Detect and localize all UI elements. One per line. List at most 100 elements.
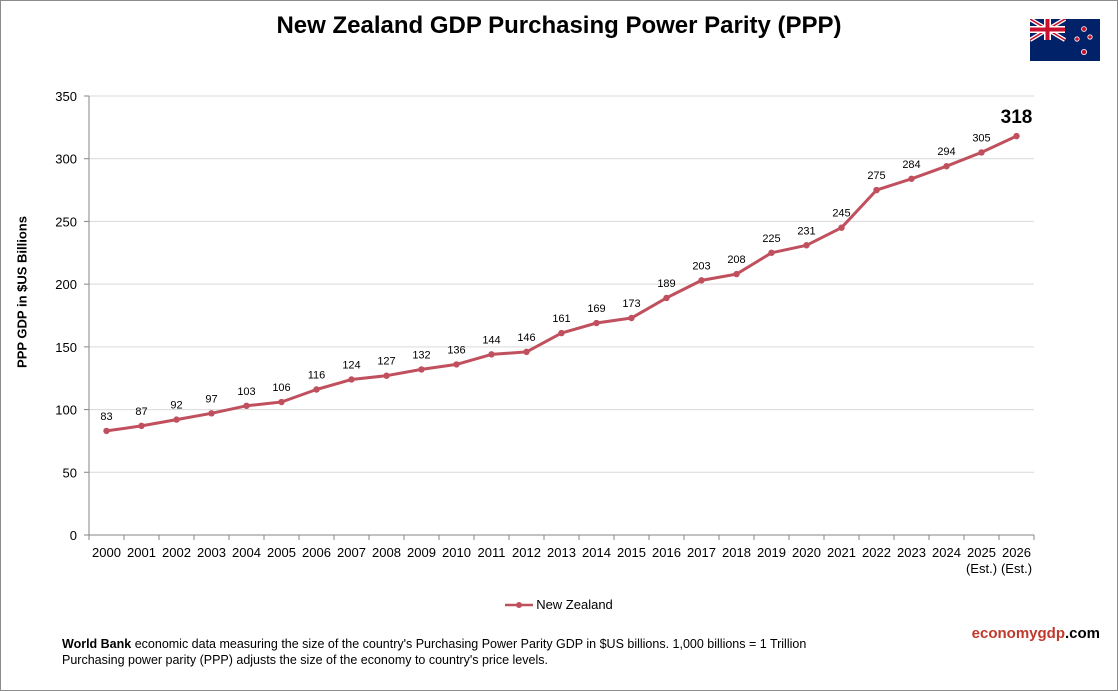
y-tick-label: 200 bbox=[55, 277, 77, 292]
data-label: 83 bbox=[100, 411, 112, 423]
data-label: 116 bbox=[308, 370, 326, 382]
footnote: World Bank economic data measuring the s… bbox=[62, 636, 806, 668]
y-tick-label: 100 bbox=[55, 403, 77, 418]
x-tick-label: 2011 bbox=[478, 545, 506, 560]
x-tick-label: 2007 bbox=[337, 545, 366, 560]
x-tick-label: 2020 bbox=[792, 545, 821, 560]
data-point bbox=[243, 402, 250, 410]
legend-swatch bbox=[505, 601, 534, 608]
data-label: 144 bbox=[482, 334, 500, 346]
x-tick-label: 2017 bbox=[687, 545, 716, 560]
legend-label: New Zealand bbox=[536, 597, 613, 612]
new-zealand-flag-icon bbox=[1030, 19, 1100, 61]
data-label: 97 bbox=[205, 393, 217, 405]
data-label: 275 bbox=[867, 170, 885, 182]
x-tick-label: 2025 bbox=[967, 545, 996, 560]
data-point bbox=[453, 361, 460, 368]
data-label: 203 bbox=[692, 260, 710, 272]
data-label: 136 bbox=[447, 344, 465, 356]
data-point bbox=[803, 242, 810, 249]
x-tick-label: 2003 bbox=[197, 545, 226, 560]
data-label: 305 bbox=[972, 132, 990, 144]
x-tick-label: 2006 bbox=[302, 545, 331, 560]
x-tick-label: 2018 bbox=[722, 545, 751, 560]
data-point bbox=[313, 386, 320, 393]
brand-logo[interactable]: economygdp.com bbox=[972, 625, 1100, 642]
y-tick-label: 0 bbox=[70, 528, 77, 543]
data-point bbox=[873, 186, 880, 194]
x-tick-label: 2021 bbox=[827, 545, 856, 560]
data-label: 169 bbox=[587, 303, 605, 315]
x-tick-label: 2016 bbox=[652, 545, 681, 560]
data-point bbox=[943, 163, 950, 170]
data-label: 146 bbox=[517, 332, 535, 344]
data-label: 161 bbox=[552, 313, 570, 325]
footnote-source: World Bank bbox=[62, 637, 132, 651]
data-label: 127 bbox=[377, 356, 395, 368]
data-point bbox=[593, 319, 600, 327]
x-tick-label: 2002 bbox=[162, 545, 191, 560]
data-label-highlight: 318 bbox=[1001, 107, 1033, 128]
data-label: 87 bbox=[135, 406, 147, 418]
footnote-line2: Purchasing power parity (PPP) adjusts th… bbox=[62, 653, 548, 667]
data-point bbox=[698, 277, 705, 284]
y-tick-label: 150 bbox=[55, 340, 77, 355]
legend: New Zealand bbox=[0, 597, 1118, 612]
data-point bbox=[348, 376, 355, 383]
x-tick-label: 2024 bbox=[932, 545, 961, 560]
data-label: 124 bbox=[342, 359, 360, 371]
data-point bbox=[523, 348, 530, 356]
data-point bbox=[733, 270, 740, 278]
x-tick-label: 2014 bbox=[582, 545, 611, 560]
x-tick-label: 2022 bbox=[862, 545, 891, 560]
brand-domain: .com bbox=[1064, 625, 1100, 642]
y-tick-label: 250 bbox=[55, 214, 77, 229]
x-tick-label: 2004 bbox=[232, 545, 261, 560]
data-point bbox=[418, 366, 425, 373]
y-tick-label: 350 bbox=[55, 89, 77, 104]
x-tick-label: 2023 bbox=[897, 545, 926, 560]
x-tick-sublabel: (Est.) bbox=[1001, 561, 1032, 576]
x-tick-label: 2005 bbox=[267, 545, 296, 560]
data-point bbox=[558, 329, 565, 337]
data-point bbox=[488, 351, 495, 358]
data-label: 294 bbox=[937, 146, 955, 158]
brand-name: economygdp bbox=[971, 625, 1065, 642]
data-point bbox=[1013, 132, 1020, 140]
data-point bbox=[383, 372, 390, 379]
x-tick-label: 2012 bbox=[512, 545, 541, 560]
data-point bbox=[103, 427, 110, 435]
x-tick-sublabel: (Est.) bbox=[966, 561, 997, 576]
x-tick-label: 2015 bbox=[617, 545, 646, 560]
data-point bbox=[628, 314, 635, 322]
footnote-line1: economic data measuring the size of the … bbox=[131, 637, 807, 651]
x-tick-label: 2010 bbox=[442, 545, 471, 560]
data-label: 189 bbox=[657, 278, 675, 290]
x-tick-label: 2001 bbox=[127, 545, 156, 560]
x-tick-label: 2026 bbox=[1002, 545, 1031, 560]
y-tick-label: 50 bbox=[63, 465, 77, 480]
data-point bbox=[978, 149, 985, 156]
data-point bbox=[663, 294, 670, 302]
data-point bbox=[908, 175, 915, 182]
data-label: 231 bbox=[797, 225, 815, 237]
data-label: 132 bbox=[412, 349, 430, 361]
data-point bbox=[208, 410, 215, 417]
data-point bbox=[768, 249, 775, 256]
data-label: 208 bbox=[727, 254, 745, 266]
data-point bbox=[278, 398, 285, 406]
data-point bbox=[173, 416, 180, 423]
data-point bbox=[838, 224, 845, 231]
data-label: 173 bbox=[622, 298, 640, 310]
y-tick-label: 300 bbox=[55, 152, 77, 167]
data-label: 106 bbox=[272, 382, 290, 394]
data-label: 284 bbox=[902, 159, 920, 171]
x-tick-label: 2009 bbox=[407, 545, 436, 560]
data-label: 92 bbox=[170, 400, 182, 412]
data-label: 225 bbox=[762, 233, 780, 245]
chart-title: New Zealand GDP Purchasing Power Parity … bbox=[276, 12, 842, 39]
data-point bbox=[138, 422, 145, 430]
x-tick-label: 2008 bbox=[372, 545, 401, 560]
x-tick-label: 2000 bbox=[92, 545, 121, 560]
